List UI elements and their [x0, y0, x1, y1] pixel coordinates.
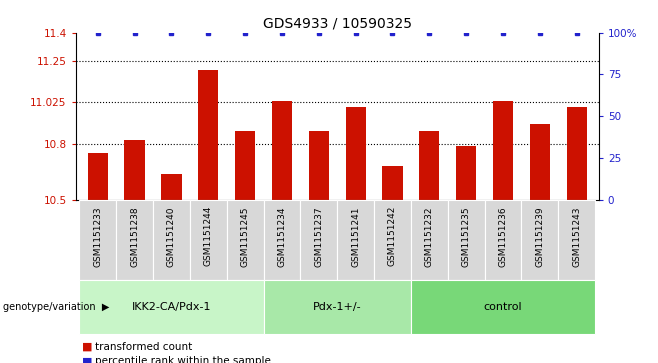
Bar	[411, 280, 595, 334]
Bar	[338, 200, 374, 280]
Bar	[190, 200, 227, 280]
Text: GSM1151244: GSM1151244	[204, 206, 213, 266]
Text: GSM1151233: GSM1151233	[93, 206, 102, 267]
Bar	[411, 200, 447, 280]
Bar	[198, 70, 218, 200]
Bar	[309, 131, 329, 200]
Bar	[301, 200, 338, 280]
Bar	[456, 146, 476, 200]
Bar	[382, 166, 403, 200]
Bar	[153, 200, 190, 280]
Bar	[567, 107, 587, 200]
Bar	[345, 107, 366, 200]
Text: GSM1151236: GSM1151236	[499, 206, 507, 267]
Text: GSM1151241: GSM1151241	[351, 206, 360, 266]
Text: ■: ■	[82, 342, 93, 352]
Text: GSM1151238: GSM1151238	[130, 206, 139, 267]
Bar	[419, 131, 440, 200]
Text: Pdx-1+/-: Pdx-1+/-	[313, 302, 361, 312]
Text: GSM1151234: GSM1151234	[278, 206, 286, 266]
Bar	[558, 200, 595, 280]
Bar	[272, 101, 292, 200]
Bar	[80, 280, 264, 334]
Text: GSM1151239: GSM1151239	[536, 206, 544, 267]
Bar	[161, 174, 182, 200]
Text: GSM1151243: GSM1151243	[572, 206, 581, 266]
Text: GSM1151245: GSM1151245	[241, 206, 249, 266]
Text: ■: ■	[82, 356, 93, 363]
Bar	[80, 200, 116, 280]
Bar	[124, 140, 145, 200]
Bar	[264, 200, 301, 280]
Text: control: control	[484, 302, 522, 312]
Bar	[374, 200, 411, 280]
Text: percentile rank within the sample: percentile rank within the sample	[95, 356, 271, 363]
Bar	[227, 200, 264, 280]
Bar	[484, 200, 521, 280]
Bar	[521, 200, 558, 280]
Text: GSM1151237: GSM1151237	[315, 206, 323, 267]
Text: GSM1151242: GSM1151242	[388, 206, 397, 266]
Text: GSM1151240: GSM1151240	[167, 206, 176, 266]
Text: GSM1151232: GSM1151232	[425, 206, 434, 266]
Text: genotype/variation  ▶: genotype/variation ▶	[3, 302, 110, 312]
Text: IKK2-CA/Pdx-1: IKK2-CA/Pdx-1	[132, 302, 211, 312]
Bar	[530, 123, 550, 200]
Bar	[493, 101, 513, 200]
Text: transformed count: transformed count	[95, 342, 193, 352]
Bar	[235, 131, 255, 200]
Bar	[88, 153, 108, 200]
Title: GDS4933 / 10590325: GDS4933 / 10590325	[263, 16, 412, 30]
Bar	[116, 200, 153, 280]
Bar	[447, 200, 484, 280]
Text: GSM1151235: GSM1151235	[462, 206, 470, 267]
Bar	[264, 280, 411, 334]
